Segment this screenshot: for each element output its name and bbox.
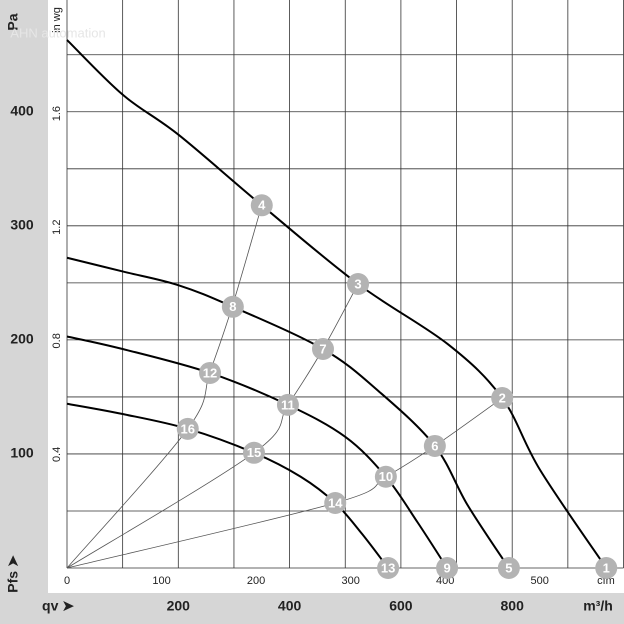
y2-tick-label: 0.8: [51, 333, 63, 348]
fan-curve: [66, 335, 448, 569]
point-label: 8: [229, 299, 236, 314]
x-tick-label: 200: [167, 598, 191, 614]
operating-point: [374, 465, 397, 488]
x-axis-label: qv ➤: [42, 598, 74, 614]
operating-point: [347, 273, 370, 295]
point-label: 2: [499, 390, 506, 405]
x-tick-label: 800: [501, 598, 525, 614]
point-label: 16: [181, 421, 195, 436]
point-label: 4: [258, 198, 266, 213]
point-label: 6: [431, 438, 438, 453]
y-tick-label: 200: [10, 331, 34, 347]
operating-point: [423, 434, 446, 457]
x2-tick-label: 300: [341, 575, 359, 587]
point-label: 14: [328, 495, 343, 510]
point-label: 9: [443, 560, 450, 575]
point-label: 5: [505, 560, 512, 575]
y-axis-sublabel: Pfs ➤: [5, 555, 21, 593]
operating-point: [491, 387, 514, 410]
y2-unit: in wg: [51, 7, 63, 33]
x2-tick-label: 0: [64, 575, 70, 587]
point-label: 11: [281, 397, 295, 412]
y-tick-label: 400: [10, 102, 34, 118]
fan-curve: [66, 402, 389, 569]
x2-tick-label: 100: [152, 575, 170, 587]
system-curve: [66, 397, 503, 569]
point-label: 7: [319, 341, 326, 356]
y-axis-label: Pa: [5, 13, 21, 30]
point-label: 12: [203, 365, 217, 380]
x2-tick-label: 200: [247, 575, 265, 587]
point-label: 1: [603, 560, 610, 575]
watermark: AHN automation: [10, 25, 105, 40]
point-label: 15: [247, 445, 261, 460]
operating-point: [324, 491, 347, 514]
operating-point: [311, 338, 334, 361]
operating-point: [242, 441, 265, 464]
operating-point: [377, 557, 400, 579]
operating-point: [276, 393, 299, 416]
y2-tick-label: 1.2: [51, 220, 63, 235]
x2-tick-label: 500: [531, 575, 549, 587]
y2-tick-label: 0.4: [51, 447, 63, 462]
operating-point: [436, 557, 459, 579]
point-label: 10: [379, 469, 393, 484]
operating-point: [250, 194, 273, 217]
y-tick-label: 100: [10, 445, 34, 461]
operating-point: [497, 557, 520, 579]
operating-point: [199, 361, 222, 384]
y-tick-label: 300: [10, 217, 34, 233]
x-tick-label: 400: [278, 598, 302, 614]
point-label: 13: [381, 560, 395, 575]
x-unit: m³/h: [583, 598, 613, 614]
operating-point: [595, 557, 618, 579]
point-label: 3: [354, 276, 361, 291]
y2-tick-label: 1.6: [51, 106, 63, 121]
x-tick-label: 600: [389, 598, 413, 614]
operating-point: [221, 295, 244, 318]
system-curve: [66, 283, 359, 569]
operating-point: [176, 417, 199, 440]
